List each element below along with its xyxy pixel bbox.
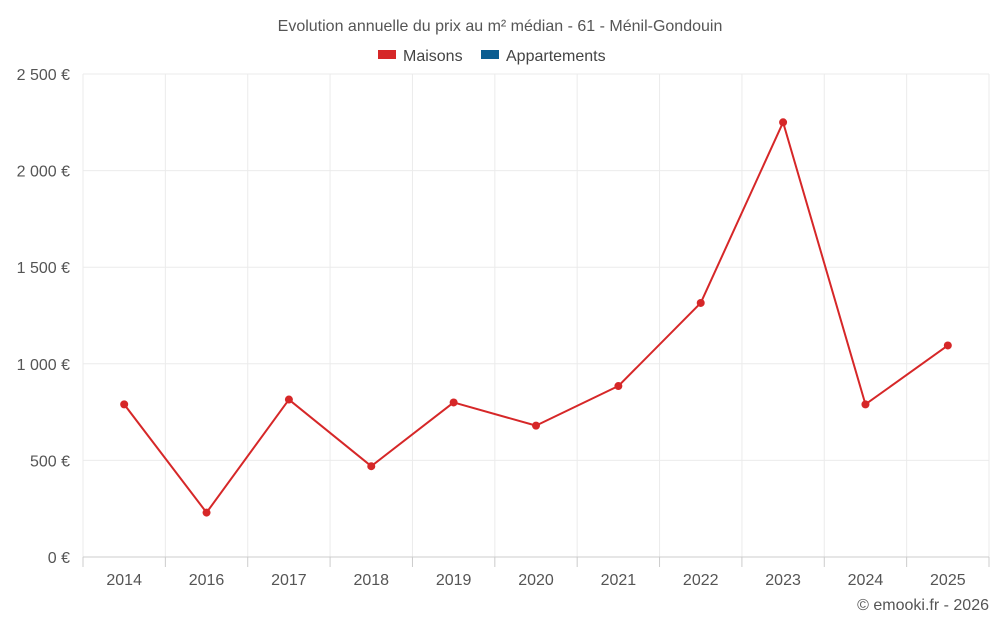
x-tick-label: 2019 xyxy=(436,572,472,589)
legend-swatch-maisons xyxy=(378,50,396,59)
y-axis: 0 € 500 € 1 000 € 1 500 € 2 000 € 2 500 € xyxy=(17,67,70,567)
legend-label-maisons: Maisons xyxy=(403,48,463,65)
y-tick-label: 0 € xyxy=(48,550,70,567)
data-point-maisons-2018[interactable] xyxy=(367,462,376,471)
data-point-maisons-2022[interactable] xyxy=(696,298,705,307)
data-point-maisons-2025[interactable] xyxy=(943,341,952,350)
legend-item-appartements[interactable]: Appartements xyxy=(481,48,606,65)
legend: Maisons Appartements xyxy=(378,48,606,65)
x-tick-label: 2021 xyxy=(601,572,637,589)
data-point-maisons-2024[interactable] xyxy=(861,400,870,409)
x-tick-label: 2020 xyxy=(518,572,554,589)
legend-swatch-appartements xyxy=(481,50,499,59)
y-tick-label: 500 € xyxy=(30,453,70,470)
chart-title: Evolution annuelle du prix au m² médian … xyxy=(278,18,723,35)
x-tick-label: 2017 xyxy=(271,572,307,589)
series-maisons xyxy=(120,118,952,517)
data-point-maisons-2023[interactable] xyxy=(779,118,788,127)
data-point-maisons-2021[interactable] xyxy=(614,382,623,391)
y-tick-label: 1 500 € xyxy=(17,260,70,277)
x-tick-label: 2025 xyxy=(930,572,966,589)
x-tick-label: 2018 xyxy=(353,572,389,589)
x-tick-label: 2014 xyxy=(106,572,142,589)
y-tick-label: 2 000 € xyxy=(17,164,70,181)
grid xyxy=(82,73,990,557)
credit-text: © emooki.fr - 2026 xyxy=(857,597,989,614)
y-tick-label: 1 000 € xyxy=(17,357,70,374)
legend-item-maisons[interactable]: Maisons xyxy=(378,48,463,65)
x-tick-label: 2022 xyxy=(683,572,719,589)
x-tick-label: 2016 xyxy=(189,572,225,589)
data-point-maisons-2016[interactable] xyxy=(202,508,211,517)
data-point-maisons-2020[interactable] xyxy=(532,421,540,430)
y-tick-label: 2 500 € xyxy=(17,67,70,84)
data-point-maisons-2017[interactable] xyxy=(284,395,293,404)
x-tick-label: 2024 xyxy=(848,572,884,589)
x-tick-label: 2023 xyxy=(765,572,801,589)
legend-label-appartements: Appartements xyxy=(506,48,606,65)
x-axis: 2014 2016 2017 2018 2019 2020 2021 2022 2023 2024… xyxy=(82,556,990,589)
data-point-maisons-2014[interactable] xyxy=(120,400,129,409)
data-point-maisons-2019[interactable] xyxy=(449,398,458,407)
